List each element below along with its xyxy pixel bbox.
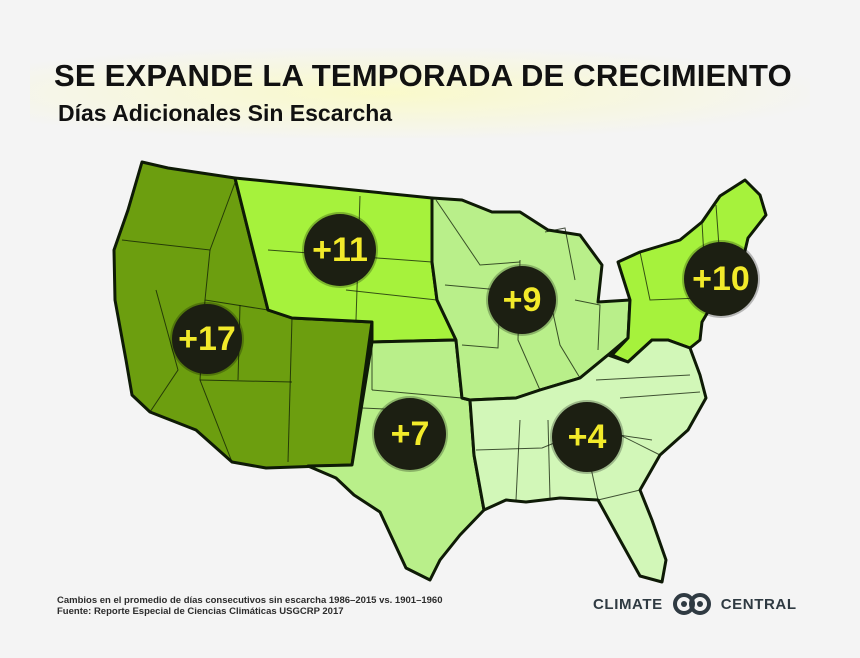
badge-southeast: +4 <box>552 402 622 472</box>
note-line-1: Cambios en el promedio de días consecuti… <box>57 595 443 606</box>
climate-central-logo: CLIMATE CENTRAL <box>593 592 797 616</box>
badge-south-plains: +7 <box>374 398 446 470</box>
title-highlight <box>30 48 810 138</box>
page-subtitle: Días Adicionales Sin Escarcha <box>58 100 393 126</box>
logo-word-climate: CLIMATE <box>593 595 663 613</box>
note-line-2: Fuente: Reporte Especial de Ciencias Cli… <box>57 606 344 617</box>
badge-northeast: +10 <box>684 242 758 316</box>
logo-word-central: CENTRAL <box>720 595 797 613</box>
linked-rings-icon <box>672 593 711 615</box>
source-note: Cambios en el promedio de días consecuti… <box>57 595 443 617</box>
badge-west: +17 <box>172 304 242 374</box>
badge-north-plains: +11 <box>304 214 376 286</box>
page-title: SE EXPANDE LA TEMPORADA DE CRECIMIENTO <box>54 58 792 93</box>
badge-midwest: +9 <box>488 266 556 334</box>
